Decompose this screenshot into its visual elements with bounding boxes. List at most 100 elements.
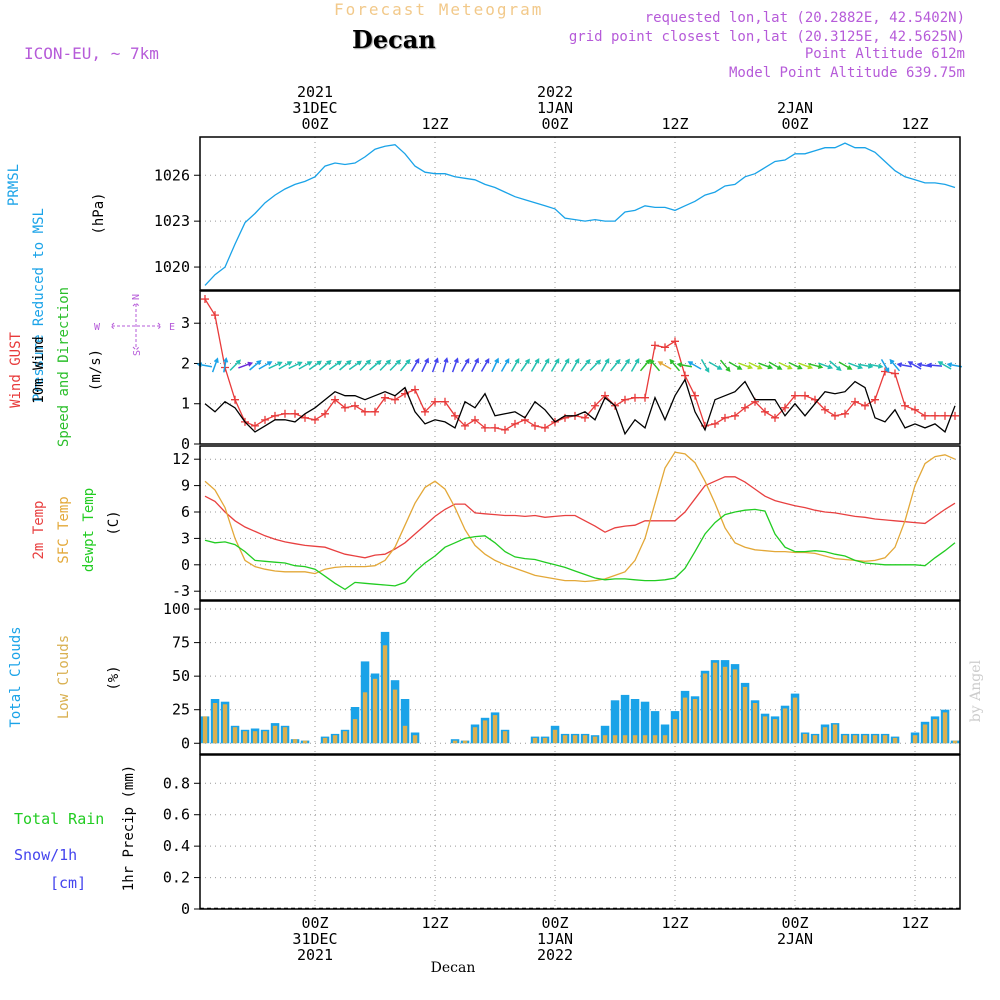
compass-north: N	[131, 294, 142, 300]
gust-marker	[911, 405, 919, 414]
y-tick-label: 0.2	[163, 869, 190, 887]
low-cloud-bar	[532, 737, 538, 744]
wind-direction-arrow	[676, 362, 693, 368]
gust-marker	[731, 411, 739, 420]
wind-direction-arrow	[298, 361, 313, 370]
low-cloud-bar	[922, 724, 928, 744]
low-cloud-bar	[882, 735, 888, 744]
wind-direction-arrow	[829, 360, 842, 372]
low-cloud-bar	[682, 697, 688, 744]
wind-direction-arrow	[451, 357, 459, 373]
gust-marker	[451, 411, 459, 420]
low-cloud-bar	[592, 736, 598, 744]
low-cloud-bar	[382, 645, 388, 744]
low-cloud-bar	[792, 697, 798, 744]
gust-marker	[621, 395, 629, 404]
low-cloud-bar	[552, 729, 558, 744]
y-tick-label: 0	[181, 556, 190, 574]
low-cloud-bar	[872, 735, 878, 744]
gust-marker	[351, 401, 359, 410]
gust-marker	[371, 407, 379, 416]
gust-marker	[851, 397, 859, 406]
gust-marker	[821, 405, 829, 414]
snow-unit-label: [cm]	[50, 874, 86, 892]
low-cloud-bar	[342, 731, 348, 744]
axis-label: Pressure Reduced to MSL	[31, 208, 47, 402]
wind-direction-arrow	[560, 358, 570, 372]
gust-marker	[591, 401, 599, 410]
wind-direction-arrow	[268, 361, 283, 370]
wind-direction-arrow	[758, 362, 774, 370]
low-cloud-bar	[732, 669, 738, 744]
total-cloud-bar	[660, 724, 670, 744]
low-cloud-bar	[692, 699, 698, 744]
low-cloud-bar	[542, 737, 548, 744]
time-axis-bottom-label: 12Z	[901, 914, 928, 932]
wind-direction-arrow	[359, 359, 371, 371]
y-tick-label: 0	[181, 734, 190, 752]
axis-label: SFC Temp	[56, 496, 72, 563]
low-cloud-bar	[782, 708, 788, 744]
axis-label: Total Clouds	[8, 626, 24, 727]
wind-direction-arrow	[399, 358, 411, 372]
wind-direction-arrow	[808, 362, 824, 369]
wind-direction-arrow	[369, 359, 382, 371]
gust-marker	[421, 407, 429, 416]
low-cloud-bar	[232, 727, 238, 744]
axis-label: dewpt Temp	[81, 488, 97, 572]
time-axis-top-label: 12Z	[421, 115, 448, 133]
gust-marker	[921, 411, 929, 420]
panel-wind: 0 1 2 3 Wind GUST 10m Wind Speed and Direction…	[8, 287, 963, 453]
wind-direction-arrow	[687, 361, 702, 370]
gust-marker	[661, 343, 669, 352]
low-cloud-bar	[892, 737, 898, 744]
axis-label: Low Clouds	[56, 635, 72, 719]
gust-marker	[381, 393, 389, 402]
low-cloud-bar	[822, 727, 828, 744]
low-cloud-bar	[602, 735, 608, 744]
gust-marker	[211, 311, 219, 320]
low-cloud-bar	[942, 712, 948, 744]
low-cloud-bar	[492, 715, 498, 744]
low-cloud-bar	[392, 689, 398, 744]
low-cloud-bar	[502, 731, 508, 744]
low-cloud-bar	[282, 727, 288, 744]
wind-direction-arrow	[431, 357, 439, 373]
wind-direction-arrow	[728, 361, 743, 370]
total-cloud-bar	[650, 711, 660, 744]
wind-direction-arrow	[288, 361, 303, 370]
y-tick-label: 50	[172, 667, 190, 685]
total-cloud-bar	[400, 699, 410, 744]
gust-marker	[271, 411, 279, 420]
time-axis-bottom-label: 31DEC	[292, 930, 337, 948]
gust-marker	[841, 409, 849, 418]
low-cloud-bar	[852, 735, 858, 744]
wind-direction-arrow	[719, 359, 731, 372]
y-tick-label: 2	[181, 354, 190, 372]
wind-direction-arrow	[896, 362, 913, 368]
wind-direction-arrow	[788, 361, 803, 370]
wind-direction-arrow	[379, 359, 391, 371]
time-axis-top-label: 31DEC	[292, 99, 337, 117]
time-axis-top-label: 2022	[537, 83, 573, 101]
wind-direction-arrow	[491, 357, 499, 373]
time-axis-bottom-label: 00Z	[781, 914, 808, 932]
gust-marker	[471, 415, 479, 424]
total-cloud-bar	[600, 725, 610, 744]
gust-marker	[801, 391, 809, 400]
page-title: Forecast Meteogram	[334, 0, 544, 19]
low-cloud-bar	[612, 735, 618, 744]
gust-marker	[861, 401, 869, 410]
panel-clouds: 0 25 50 75 100 Total Clouds Low Clouds (%)	[8, 600, 961, 755]
low-cloud-bar	[482, 720, 488, 744]
axis-label: Wind GUST	[8, 332, 24, 408]
time-axis-top-label: 2JAN	[777, 99, 813, 117]
gust-marker	[461, 421, 469, 430]
y-tick-label: 0.8	[163, 774, 190, 792]
axis-label: 1hr Precip (mm)	[121, 765, 137, 891]
low-cloud-bar	[632, 735, 638, 744]
wind-direction-arrow	[867, 363, 884, 369]
axis-label: (m/s)	[88, 349, 104, 391]
low-cloud-bar	[272, 725, 278, 744]
low-cloud-bar	[362, 692, 368, 744]
